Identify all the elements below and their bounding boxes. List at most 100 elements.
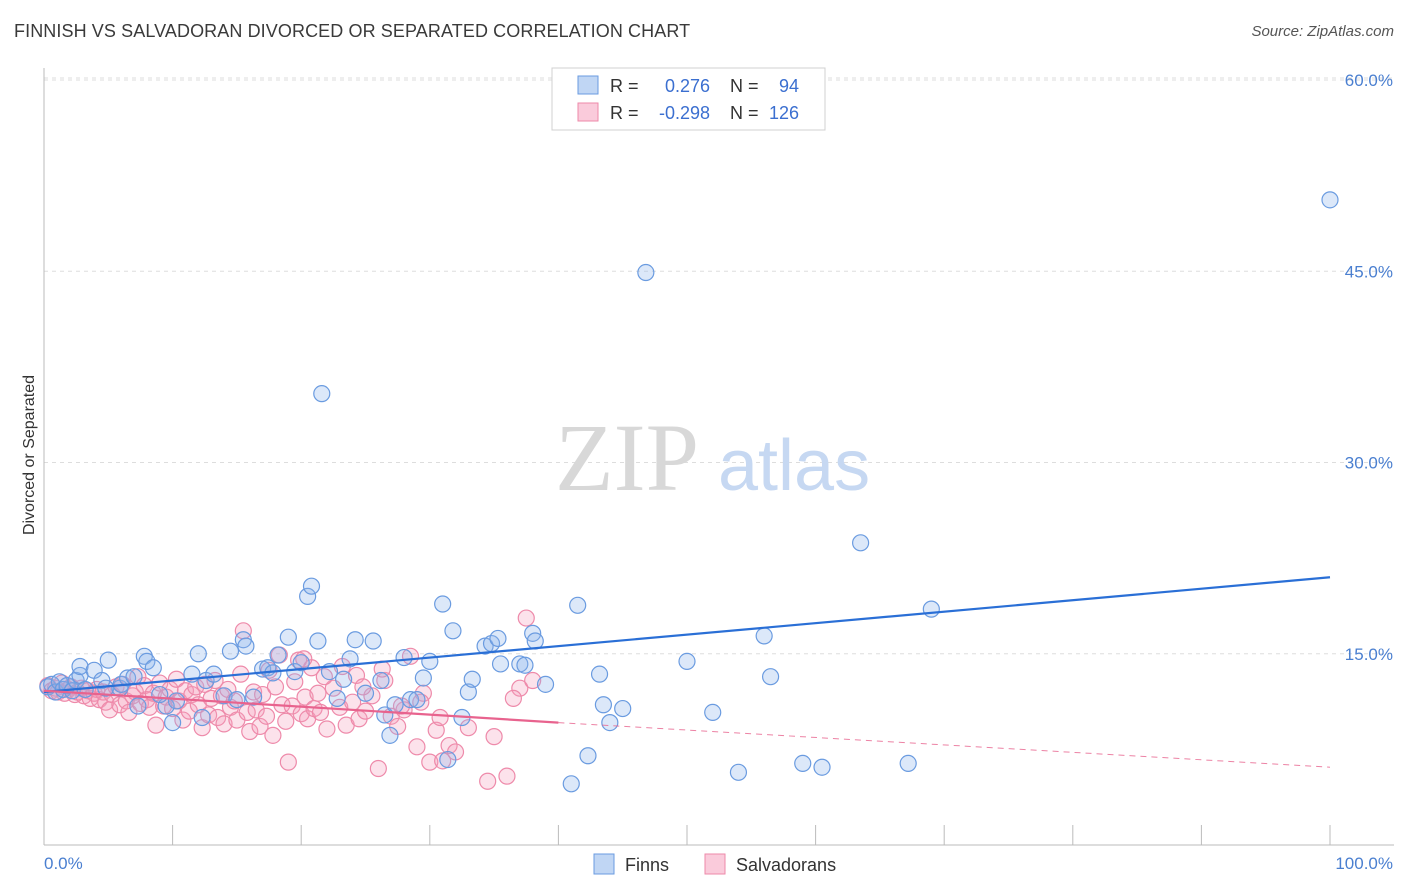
finns-point [302,577,321,595]
finns-point [408,691,426,709]
finns-point [594,696,613,714]
legend-n-value-salvadorans: 126 [769,103,799,123]
salvadorans-point [485,728,503,746]
finns-point [1321,191,1339,209]
finns-point [71,657,89,676]
finns-point [341,650,359,668]
finns-point [536,675,555,693]
y-tick-label: 15.0% [1345,645,1393,664]
salvadorans-point [277,712,295,730]
salvadorans-trend-line [43,689,559,724]
finns-point [601,713,619,732]
bottom-legend-swatch-salvadorans [704,853,726,875]
y-tick-label: 30.0% [1345,454,1393,473]
finns-point [579,747,597,765]
salvadorans-point [517,609,535,627]
finns-point [189,645,207,663]
finns-point [245,688,263,706]
finns-point [346,631,364,649]
series-legend: Finns Salvadorans [593,853,836,875]
finns-point [401,691,420,709]
salvadorans-point [174,711,192,729]
bottom-legend-label-finns: Finns [625,855,669,875]
finns-point [562,775,580,793]
finns-point [292,654,310,672]
finns-point [99,651,117,669]
finns-point [129,697,147,715]
watermark-zip: ZIP [555,404,699,511]
finns-point [516,656,534,674]
finns-point [852,534,870,552]
finns-point [221,642,240,660]
y-axis-label: Divorced or Separated [21,375,38,535]
bottom-legend-label-salvadorans: Salvadorans [736,855,836,875]
legend-r-value-finns: 0.276 [665,76,710,96]
finns-point [459,683,477,701]
salvadorans-point [427,721,445,739]
finns-point [144,659,162,677]
salvadorans-point [459,719,477,737]
finns-point [704,703,722,722]
finns-point [899,754,917,773]
salvadorans-point [296,688,314,706]
bottom-legend-swatch-finns [593,853,615,875]
watermark-atlas: atlas [718,426,870,506]
finns-point [761,668,780,686]
x-tick-label: 0.0% [44,854,83,873]
salvadorans-point [266,678,285,696]
y-tick-label: 45.0% [1345,262,1393,281]
finns-point [313,385,331,403]
finns-point [205,665,223,683]
finns-point [421,652,439,671]
salvadorans-point [511,679,529,697]
finns-point [386,696,404,714]
salvadorans-point [309,684,327,702]
legend-n-label-finns: N = [730,76,759,96]
salvadorans-point [440,736,458,755]
source-label: Source: ZipAtlas.com [1251,23,1394,40]
legend-n-value-finns: 94 [779,76,799,96]
salvadorans-point [264,726,282,744]
finns-point [356,684,375,702]
finns-point [279,628,297,646]
finns-point [395,648,413,667]
legend-r-value-salvadorans: -0.298 [659,103,710,123]
finns-point [151,685,169,704]
salvadorans-point [369,759,387,778]
finns-point [228,691,246,709]
salvadorans-point [524,671,542,690]
trend-lines [43,576,1331,768]
salvadorans-point [421,753,439,771]
finns-point [328,689,346,707]
finns-point [286,662,304,681]
finns-point [590,665,609,683]
finns-point [729,763,748,781]
grid-lines [44,77,1394,655]
finns-point [434,595,452,613]
salvadorans-point [147,716,165,734]
salvadorans-point [247,701,265,719]
y-tick-label: 60.0% [1345,71,1393,90]
finns-point [364,632,382,650]
finns-point [167,692,186,710]
legend-swatch-salvadorans [577,102,599,122]
legend-r-label-salvadorans: R = [610,103,639,123]
finns-point [755,627,773,645]
x-tick-label: 100.0% [1335,854,1393,873]
finns-point [414,669,432,687]
salvadorans-point [257,707,276,725]
finns-point [439,750,457,769]
finns-point [813,758,831,776]
finns-point [491,655,510,673]
finns-point [569,596,587,614]
finns-point [463,670,481,688]
salvadorans-point [504,689,522,707]
chart-title: FINNISH VS SALVADORAN DIVORCED OR SEPARA… [14,21,691,41]
legend-r-label-finns: R = [610,76,639,96]
finns-point [637,263,655,282]
salvadorans-point [498,767,516,785]
finns-point [215,687,233,705]
salvadorans-point [251,717,269,736]
salvadorans-point [408,738,426,756]
